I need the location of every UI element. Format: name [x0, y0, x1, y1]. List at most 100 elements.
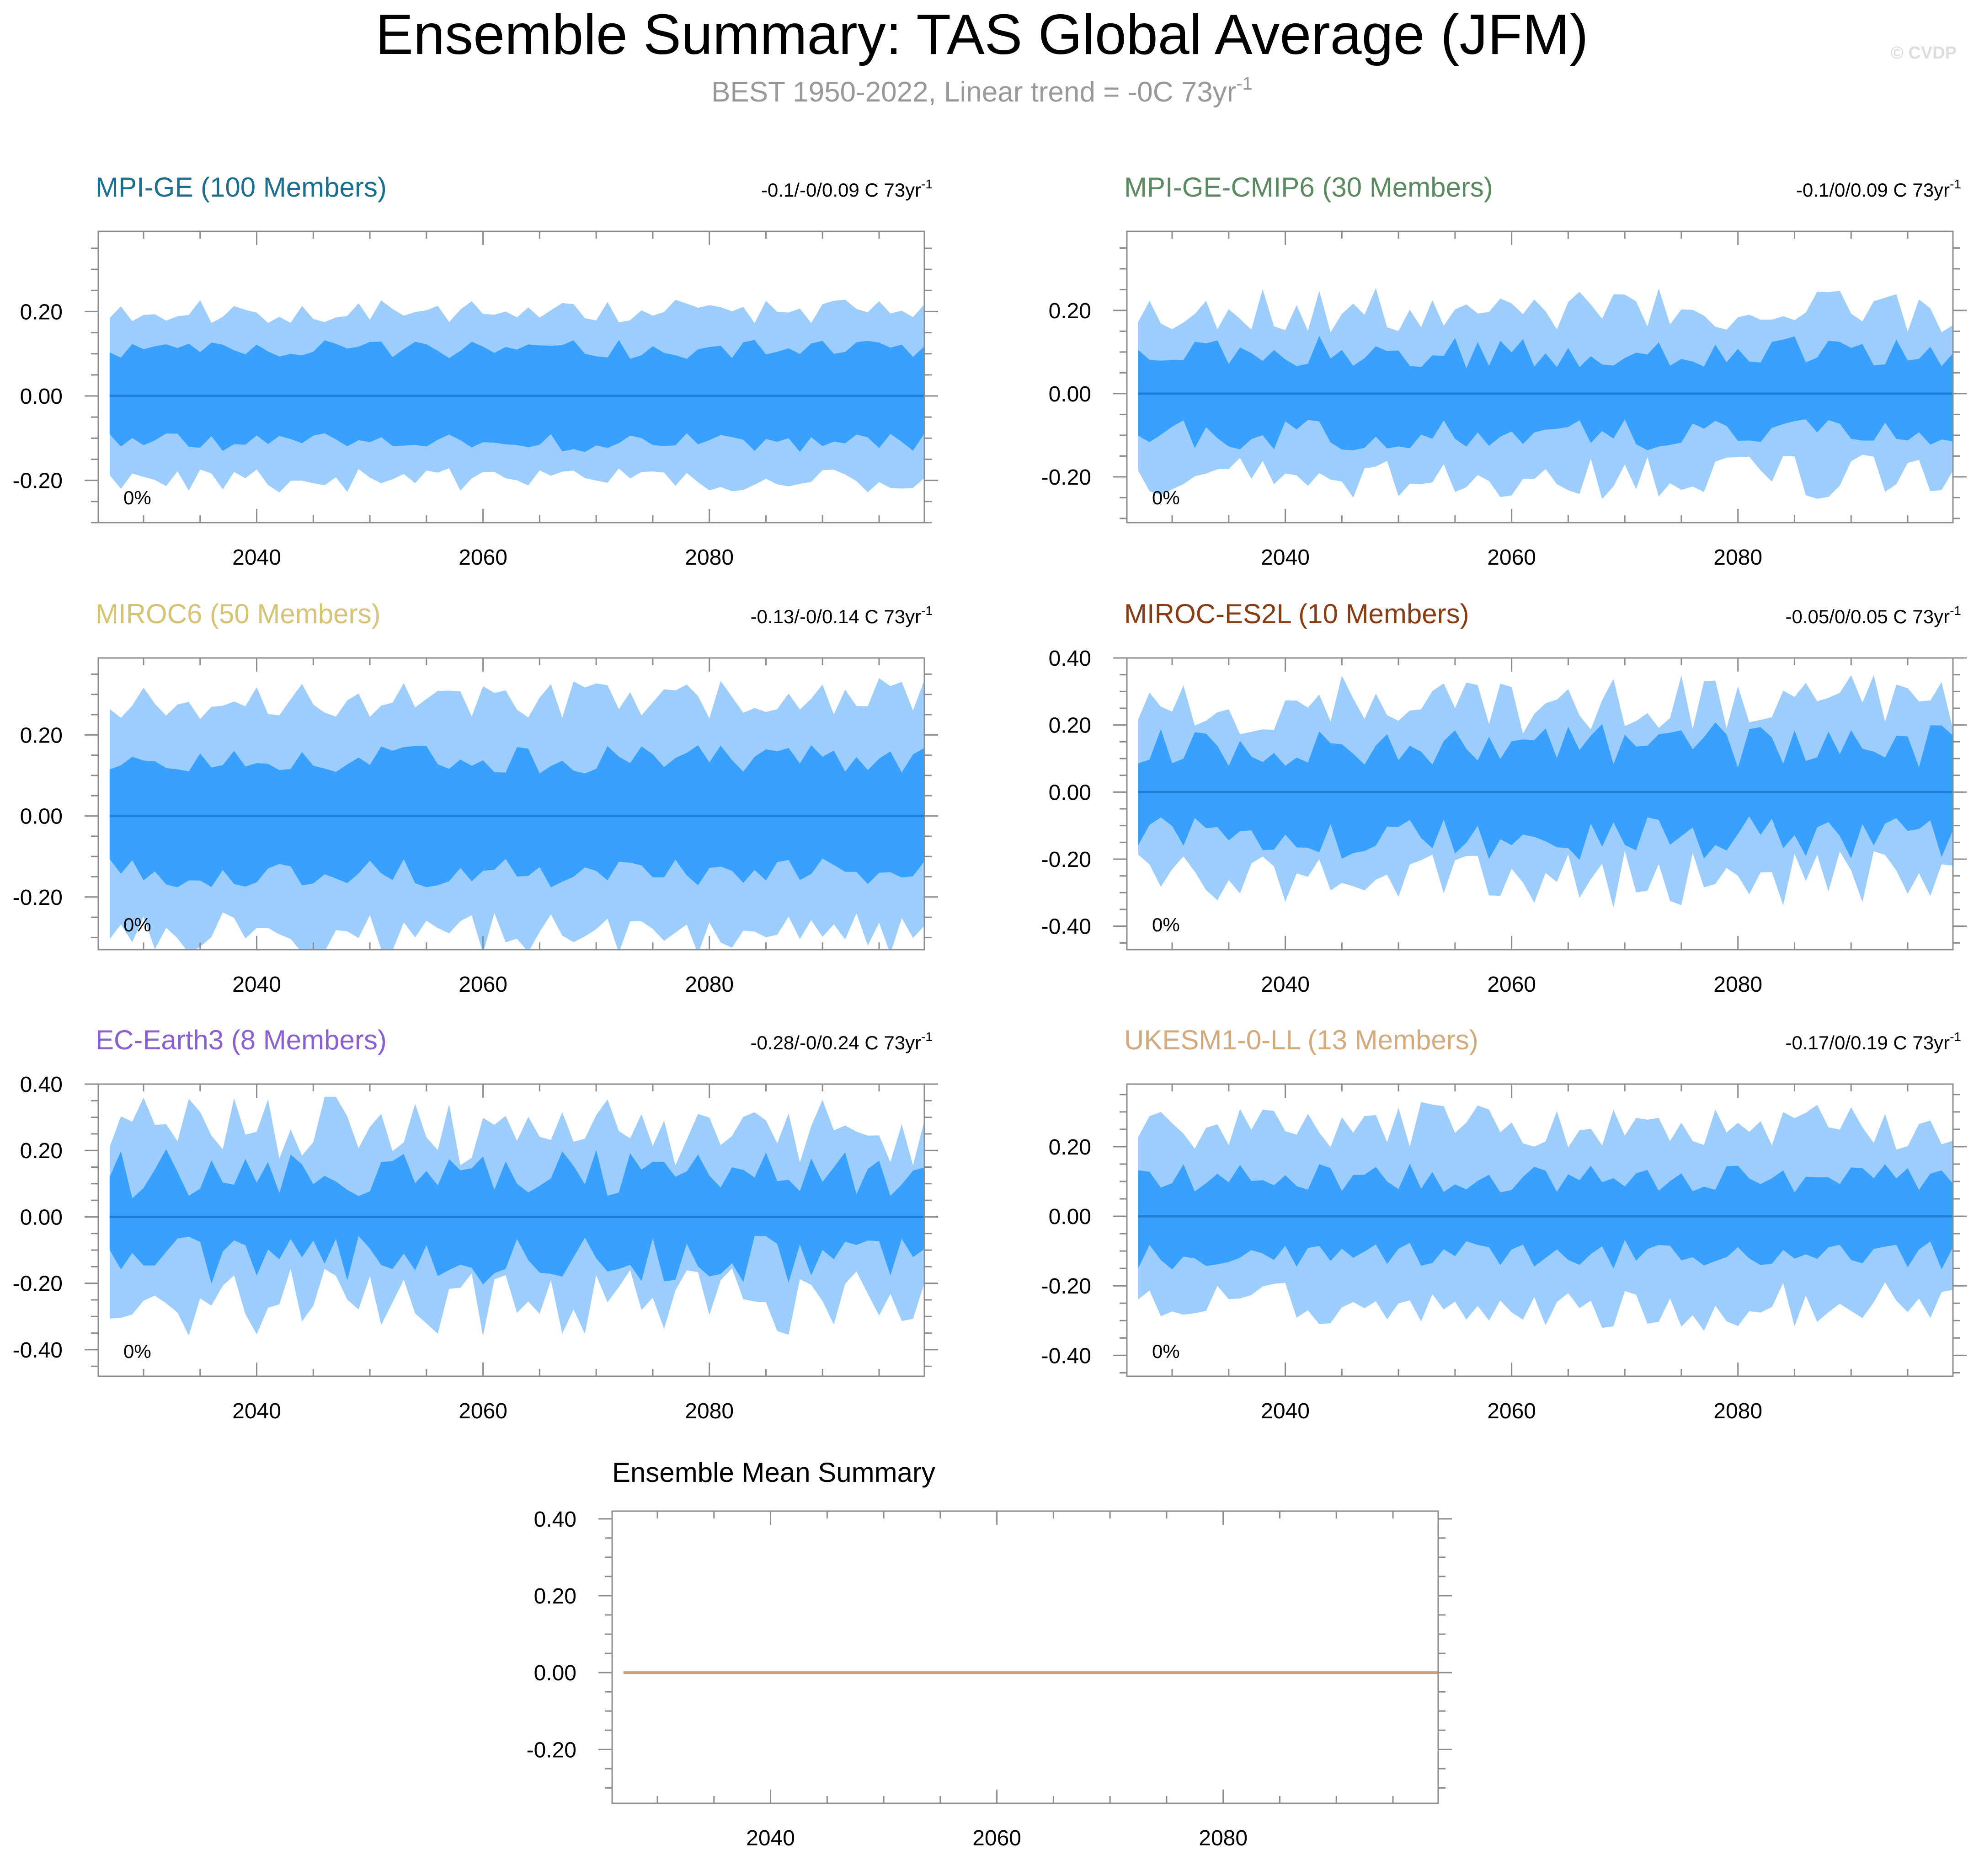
- x-tick-label: 2080: [685, 1399, 734, 1423]
- x-tick-label: 2040: [746, 1826, 795, 1850]
- y-tick-label: 0.20: [20, 1139, 63, 1163]
- y-tick-label: 0.40: [1049, 647, 1091, 671]
- x-tick-label: 2080: [1713, 973, 1762, 997]
- x-tick-label: 2080: [685, 545, 734, 570]
- y-tick-label: 0.00: [20, 805, 63, 829]
- percent-label: 0%: [1152, 914, 1180, 935]
- trend-label: -0.28/-0/0.24 C 73yr-1: [751, 1030, 933, 1053]
- y-tick-label: -0.20: [527, 1738, 576, 1762]
- panel-3: -0.20 0.00 0.20 2040 2060 2080 MIROC6 (50 Memb…: [13, 599, 938, 997]
- trend-label-superscript: -1: [1950, 177, 1961, 191]
- plot-area: [109, 1096, 924, 1336]
- plot-area: [1138, 288, 1953, 499]
- trend-label-main: -0.17/0/0.19 C 73yr: [1786, 1032, 1950, 1053]
- y-tick-label: 0.00: [1049, 382, 1091, 406]
- plot-area: [109, 299, 924, 492]
- trend-label-superscript: -1: [921, 604, 933, 618]
- plot-frame: [97, 1083, 925, 1377]
- percent-label: 0%: [123, 914, 151, 935]
- y-tick-label: -0.40: [1041, 1344, 1091, 1368]
- x-tick-label: 2080: [1713, 545, 1762, 570]
- x-tick-label: 2060: [972, 1826, 1021, 1850]
- y-tick-label: 0.00: [534, 1661, 576, 1685]
- panel-title: Ensemble Mean Summary: [612, 1457, 935, 1488]
- trend-label: -0.05/0/0.05 C 73yr-1: [1786, 604, 1961, 627]
- x-tick-label: 2080: [1713, 1399, 1762, 1423]
- y-tick-label: -0.20: [13, 469, 63, 493]
- y-tick-label: -0.20: [1041, 1274, 1091, 1299]
- y-tick-label: 0.20: [1049, 1135, 1091, 1160]
- trend-label: -0.1/0/0.09 C 73yr-1: [1796, 177, 1961, 201]
- y-tick-label: 0.00: [20, 385, 63, 409]
- trend-label-main: -0.28/-0/0.24 C 73yr: [751, 1032, 922, 1053]
- plot-frame: [1126, 657, 1954, 951]
- x-tick-label: 2060: [1487, 973, 1536, 997]
- x-tick-label: 2080: [1199, 1826, 1248, 1850]
- panel-5: -0.40 -0.20 0.00 0.20 0.40 2040 2060 2080 EC-Ear…: [13, 1025, 938, 1423]
- x-tick-label: 2040: [232, 973, 281, 997]
- credit-label: © CVDP: [1891, 43, 1957, 63]
- trend-label-main: -0.05/0/0.05 C 73yr: [1786, 606, 1950, 627]
- trend-label-main: -0.1/-0/0.09 C 73yr: [761, 179, 921, 201]
- y-tick-label: -0.20: [1041, 848, 1091, 872]
- y-tick-label: 0.40: [20, 1073, 63, 1097]
- figure-subtitle: BEST 1950-2022, Linear trend = -0C 73yr-…: [711, 74, 1253, 108]
- y-tick-label: 0.20: [20, 300, 63, 324]
- plot-area: [109, 678, 924, 950]
- plot-frame: [97, 230, 925, 524]
- trend-label-main: -0.1/0/0.09 C 73yr: [1796, 179, 1950, 201]
- figure-title: Ensemble Summary: TAS Global Average (JF…: [375, 3, 1588, 66]
- y-tick-label: -0.20: [13, 1272, 63, 1296]
- panel-title: UKESM1-0-LL (13 Members): [1124, 1025, 1478, 1055]
- x-tick-label: 2060: [459, 545, 507, 570]
- y-tick-label: 0.00: [20, 1205, 63, 1229]
- panel-title: MPI-GE-CMIP6 (30 Members): [1124, 172, 1493, 203]
- trend-label: -0.13/-0/0.14 C 73yr-1: [751, 604, 933, 627]
- x-tick-label: 2060: [459, 1399, 507, 1423]
- y-tick-label: -0.20: [13, 886, 63, 910]
- y-tick-label: 0.40: [534, 1507, 576, 1532]
- panel-6: -0.40 -0.20 0.00 0.20 2040 2060 2080 UKESM1-0-L…: [1041, 1025, 1967, 1423]
- plot-frame: [1126, 230, 1954, 524]
- y-tick-label: 0.20: [534, 1584, 576, 1609]
- plot-area: [1138, 675, 1953, 908]
- x-tick-label: 2040: [1261, 1399, 1310, 1423]
- figure-subtitle-superscript: -1: [1236, 74, 1253, 94]
- percent-label: 0%: [123, 1341, 151, 1362]
- trend-label: -0.1/-0/0.09 C 73yr-1: [761, 177, 933, 201]
- panel-title: MPI-GE (100 Members): [96, 172, 387, 203]
- y-tick-label: 0.00: [1049, 1205, 1091, 1229]
- trend-label-superscript: -1: [921, 1030, 933, 1044]
- panel-4: -0.40 -0.20 0.00 0.20 0.40 2040 2060 2080 MIROC-…: [1041, 599, 1967, 997]
- trend-label-superscript: -1: [1950, 1030, 1961, 1044]
- panel-2: -0.20 0.00 0.20 2040 2060 2080 MPI-GE-CMIP6 (3…: [1041, 172, 1967, 570]
- y-tick-label: 0.20: [20, 723, 63, 748]
- trend-label-superscript: -1: [1950, 604, 1961, 618]
- trend-label-main: -0.13/-0/0.14 C 73yr: [751, 606, 922, 627]
- x-tick-label: 2040: [232, 1399, 281, 1423]
- plot-frame: [1126, 1083, 1954, 1377]
- panel-title: EC-Earth3 (8 Members): [96, 1025, 387, 1055]
- x-tick-label: 2040: [1261, 545, 1310, 570]
- plot-frame: [97, 657, 925, 951]
- x-tick-label: 2060: [1487, 545, 1536, 570]
- y-tick-label: -0.20: [1041, 465, 1091, 490]
- y-tick-label: 0.20: [1049, 714, 1091, 738]
- percent-label: 0%: [1152, 487, 1180, 508]
- percent-label: 0%: [1152, 1341, 1180, 1362]
- x-tick-label: 2080: [685, 973, 734, 997]
- panel-title: MIROC-ES2L (10 Members): [1124, 599, 1469, 629]
- x-tick-label: 2060: [459, 973, 507, 997]
- figure-subtitle-main: BEST 1950-2022, Linear trend = -0C 73yr: [711, 76, 1236, 108]
- y-tick-label: 0.00: [1049, 780, 1091, 805]
- x-tick-label: 2040: [232, 545, 281, 570]
- panel-title: MIROC6 (50 Members): [96, 599, 380, 629]
- plot-frame: [611, 1510, 1439, 1804]
- trend-label: -0.17/0/0.19 C 73yr-1: [1786, 1030, 1961, 1053]
- y-tick-label: -0.40: [1041, 915, 1091, 939]
- plot-area: [1138, 1102, 1953, 1331]
- percent-label: 0%: [123, 487, 151, 508]
- y-tick-label: 0.20: [1049, 299, 1091, 323]
- panel-7: -0.20 0.00 0.20 0.40 2040 2060 2080 Ensemble Me…: [527, 1457, 1452, 1850]
